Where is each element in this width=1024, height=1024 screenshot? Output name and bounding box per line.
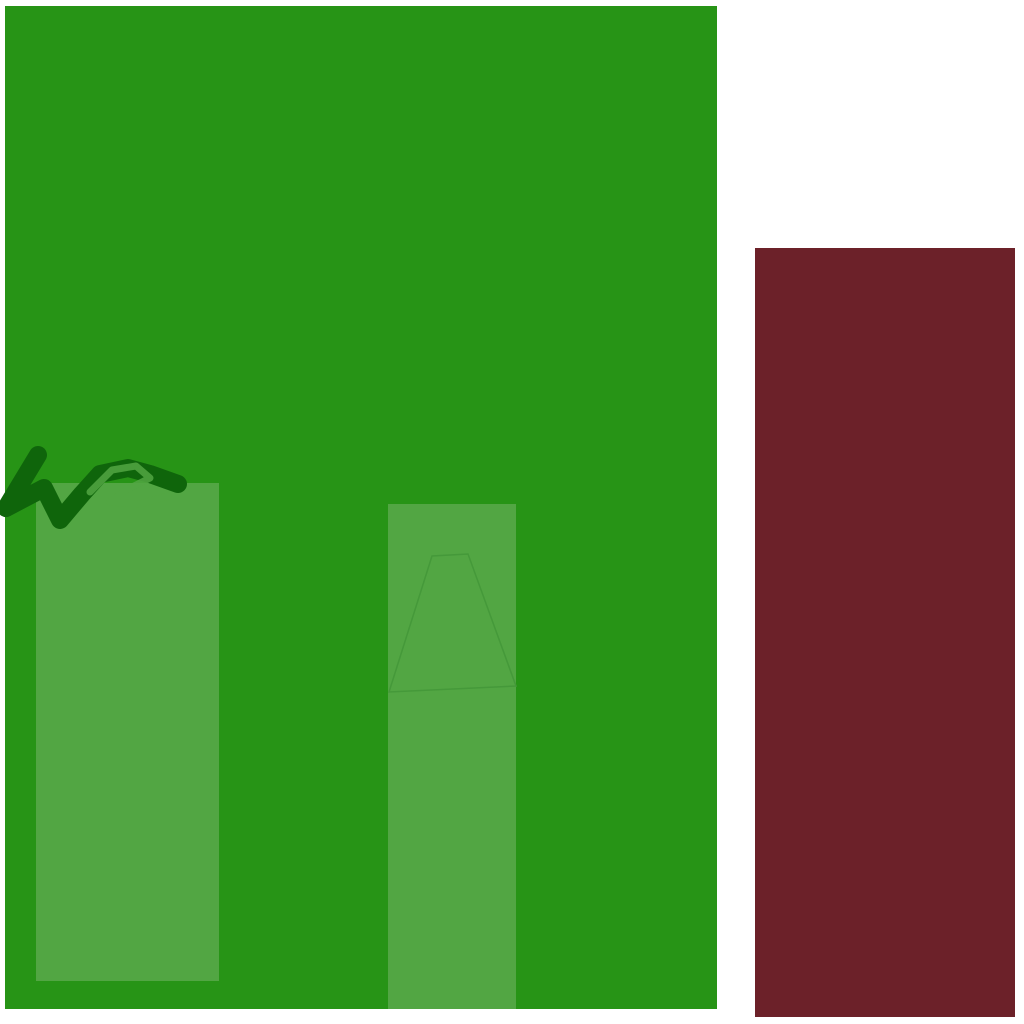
red-panel: [755, 248, 1015, 1017]
green-panel: [5, 6, 717, 1009]
inner-rectangle-left: [36, 483, 219, 981]
inner-rectangle-right: [388, 504, 516, 1009]
